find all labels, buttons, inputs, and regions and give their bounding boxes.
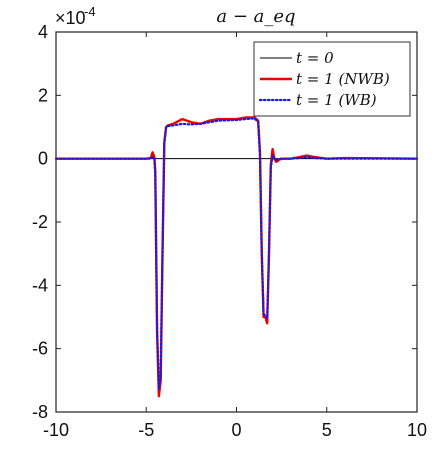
y-tick-label: 2 — [38, 85, 48, 105]
legend: t = 0 t = 1 (NWB) t = 1 (WB) — [253, 41, 411, 117]
x-tick-label: 5 — [322, 420, 332, 440]
y-tick-label: -6 — [32, 339, 48, 359]
x-tick-label: -5 — [138, 420, 154, 440]
x-tick-label: -10 — [43, 420, 69, 440]
y-tick-label: 0 — [38, 149, 48, 169]
svg-text:-4: -4 — [84, 4, 96, 19]
x-tick-label: 0 — [231, 420, 241, 440]
legend-label: t = 1 (NWB) — [296, 70, 390, 88]
legend-label: t = 0 — [296, 49, 334, 67]
x-axis-ticks: -10 -5 0 5 10 — [43, 32, 427, 440]
chart-title: a − a_eq — [216, 6, 295, 27]
x-tick-label: 10 — [407, 420, 427, 440]
y-tick-label: -2 — [32, 212, 48, 232]
y-tick-label: -4 — [32, 275, 48, 295]
y-exponent-label: ×10 -4 — [55, 4, 96, 28]
y-axis-ticks: -8 -6 -4 -2 0 2 4 — [32, 22, 417, 422]
series-line-3 — [54, 117, 419, 391]
series-lines — [54, 116, 419, 398]
legend-label: t = 1 (WB) — [296, 91, 377, 109]
svg-text:×10: ×10 — [55, 8, 86, 28]
y-tick-label: 4 — [38, 22, 48, 42]
y-tick-label: -8 — [32, 402, 48, 422]
